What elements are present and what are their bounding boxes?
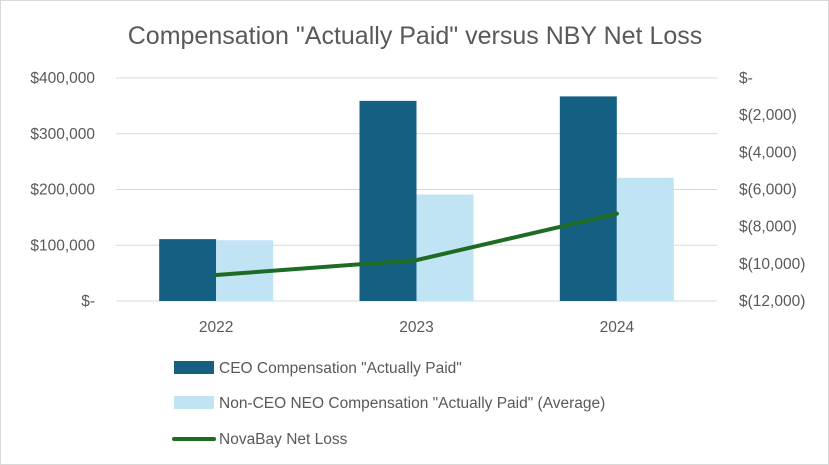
left-tick-label: $- <box>81 293 95 310</box>
bars <box>159 96 674 302</box>
non-ceo-bar <box>616 177 674 301</box>
left-tick-label: $200,000 <box>30 182 95 199</box>
left-tick-label: $400,000 <box>30 70 95 87</box>
ceo-bar <box>559 96 617 302</box>
x-tick-label: 2023 <box>399 319 433 336</box>
right-tick-label: $(12,000) <box>739 293 805 310</box>
net-loss-line <box>214 211 619 277</box>
chart-title: Compensation "Actually Paid" versus NBY … <box>128 22 703 50</box>
legend-label: NovaBay Net Loss <box>219 431 348 448</box>
legend-swatch <box>174 396 214 409</box>
legend-label: Non-CEO NEO Compensation "Actually Paid"… <box>219 395 605 412</box>
right-tick-label: $(10,000) <box>739 256 805 273</box>
left-axis: $- $100,000 $200,000 $300,000 $400,000 <box>30 70 95 310</box>
ceo-bar <box>159 239 217 301</box>
right-tick-label: $(2,000) <box>739 107 797 124</box>
right-axis: $- $(2,000) $(4,000) $(6,000) $(8,000) $(10,0… <box>739 70 805 310</box>
left-tick-label: $100,000 <box>30 237 95 254</box>
x-tick-label: 2024 <box>600 319 635 336</box>
legend-label: CEO Compensation "Actually Paid" <box>219 360 462 377</box>
right-tick-label: $(4,000) <box>739 144 797 161</box>
left-tick-label: $300,000 <box>30 126 95 143</box>
legend: CEO Compensation "Actually Paid" Non-CEO … <box>172 360 605 448</box>
right-tick-label: $- <box>739 70 753 87</box>
right-tick-label: $(6,000) <box>739 182 797 199</box>
ceo-bar <box>359 100 417 301</box>
x-axis: 2022 2023 2024 <box>199 319 635 336</box>
right-tick-label: $(8,000) <box>739 219 797 236</box>
legend-swatch <box>174 361 214 374</box>
x-tick-label: 2022 <box>199 319 233 336</box>
